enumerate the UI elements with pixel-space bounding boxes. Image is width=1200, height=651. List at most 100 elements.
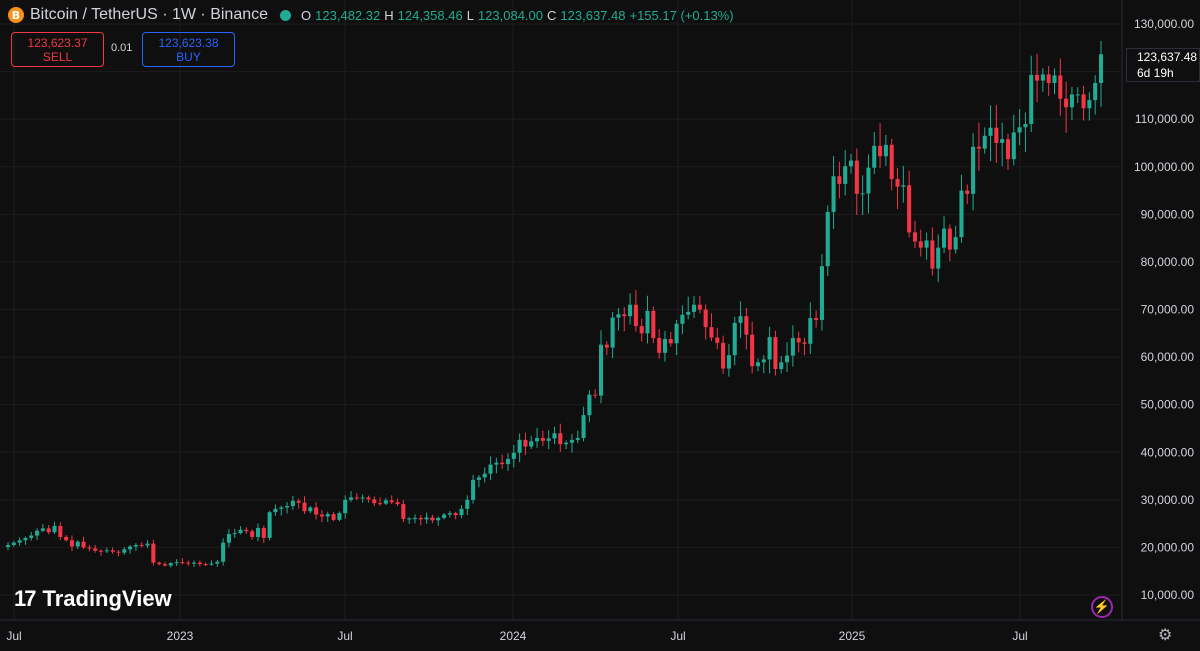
candle-body xyxy=(965,190,970,194)
candle-body xyxy=(1017,127,1022,133)
candle-body xyxy=(558,433,563,445)
candle-body xyxy=(273,508,278,513)
bitcoin-icon: B xyxy=(8,7,24,23)
candle-body xyxy=(221,542,226,562)
candle-body xyxy=(447,513,452,515)
candle-body xyxy=(610,317,615,348)
candle-body xyxy=(883,144,888,157)
candle-body xyxy=(715,337,720,343)
candle-body xyxy=(494,462,499,465)
candle-body xyxy=(17,540,22,543)
sell-button[interactable]: 123,623.37 SELL xyxy=(11,32,104,67)
candle-body xyxy=(732,322,737,356)
candle-body xyxy=(936,247,941,269)
candle-body xyxy=(279,507,284,509)
bar-countdown: 6d 19h xyxy=(1137,66,1174,80)
price-axis: 130,000.00120,000.00110,000.00100,000.00… xyxy=(0,0,1200,621)
tradingview-logo[interactable]: 17 TradingView xyxy=(14,586,172,612)
candle-body xyxy=(296,500,301,503)
candle-body xyxy=(465,499,470,509)
candle-body xyxy=(924,240,929,248)
candle-body xyxy=(825,211,830,267)
candle-body xyxy=(64,536,69,541)
candle-body xyxy=(174,562,179,564)
candle-body xyxy=(314,507,319,515)
time-tick-label: Jul xyxy=(1012,629,1027,643)
sell-price: 123,623.37 xyxy=(27,35,88,50)
candle-body xyxy=(471,479,476,500)
candle-body xyxy=(651,310,656,339)
candle-body xyxy=(540,437,545,441)
candle-body xyxy=(505,458,511,465)
candle-body xyxy=(1000,139,1005,143)
candle-body xyxy=(1023,123,1028,128)
candle-body xyxy=(354,497,359,499)
time-tick-label: Jul xyxy=(670,629,685,643)
candle-body xyxy=(58,526,63,537)
candle-body xyxy=(337,513,342,520)
high-label: H xyxy=(384,7,394,23)
candle-body xyxy=(261,527,266,538)
candle-body xyxy=(11,542,16,546)
candle-body xyxy=(331,514,336,520)
candle-body xyxy=(133,545,138,547)
candle-body xyxy=(285,506,290,508)
candle-body xyxy=(430,517,435,521)
candle-body xyxy=(581,415,586,438)
candle-body xyxy=(726,355,731,369)
candle-body xyxy=(511,452,516,459)
candle-body xyxy=(442,514,447,518)
candle-body xyxy=(116,551,121,553)
price-tick-label: 70,000.00 xyxy=(1141,303,1195,317)
sell-label: SELL xyxy=(42,49,73,64)
candle-body xyxy=(46,528,51,533)
candle-body xyxy=(721,342,726,369)
candle-body xyxy=(755,362,761,367)
candle-body xyxy=(971,146,976,194)
candle-body xyxy=(453,513,458,516)
candle-body xyxy=(1064,98,1069,108)
candle-body xyxy=(633,304,638,327)
price-tick-label: 90,000.00 xyxy=(1141,207,1195,221)
candle-body xyxy=(186,562,191,564)
candle-body xyxy=(575,437,580,440)
candle-body xyxy=(982,135,987,149)
candle-body xyxy=(697,304,702,310)
gear-icon[interactable]: ⚙ xyxy=(1158,627,1173,644)
candle-body xyxy=(947,228,952,250)
buy-price: 123,623.38 xyxy=(158,35,219,50)
candle-body xyxy=(139,545,144,547)
candle-body xyxy=(854,160,859,194)
candle-body xyxy=(343,499,348,514)
candle-body xyxy=(389,500,394,503)
change-value: +155.17 (+0.13%) xyxy=(629,7,734,23)
candle-body xyxy=(848,160,854,167)
lightning-icon[interactable]: ⚡ xyxy=(1091,596,1113,618)
candle-body xyxy=(250,531,255,537)
candle-body xyxy=(180,562,185,564)
buy-button[interactable]: 123,623.38 BUY xyxy=(142,32,235,67)
candle-body xyxy=(598,344,604,396)
time-axis: Jul 2023 Jul 2024 Jul 2025 Jul xyxy=(6,629,1027,643)
candle-body xyxy=(98,550,104,552)
symbol-title[interactable]: Bitcoin / TetherUS · 1W · Binance xyxy=(30,6,269,23)
candle-body xyxy=(93,548,98,551)
candle-body xyxy=(122,549,127,553)
candle-body xyxy=(814,318,819,320)
candle-body xyxy=(1081,94,1086,109)
open-value: 123,482.32 xyxy=(315,7,381,23)
candle-body xyxy=(35,530,40,536)
candle-body xyxy=(761,359,766,363)
candle-body xyxy=(372,499,377,504)
candle-body xyxy=(953,237,958,250)
time-tick-label: 2024 xyxy=(500,629,527,643)
price-tick-label: 100,000.00 xyxy=(1134,160,1194,174)
candle-body xyxy=(668,339,673,344)
candle-body xyxy=(378,503,383,505)
candle-body xyxy=(523,439,528,447)
candle-body xyxy=(866,167,871,194)
candle-body xyxy=(459,508,464,516)
candle-body xyxy=(1093,83,1098,101)
candle-body xyxy=(796,338,801,343)
